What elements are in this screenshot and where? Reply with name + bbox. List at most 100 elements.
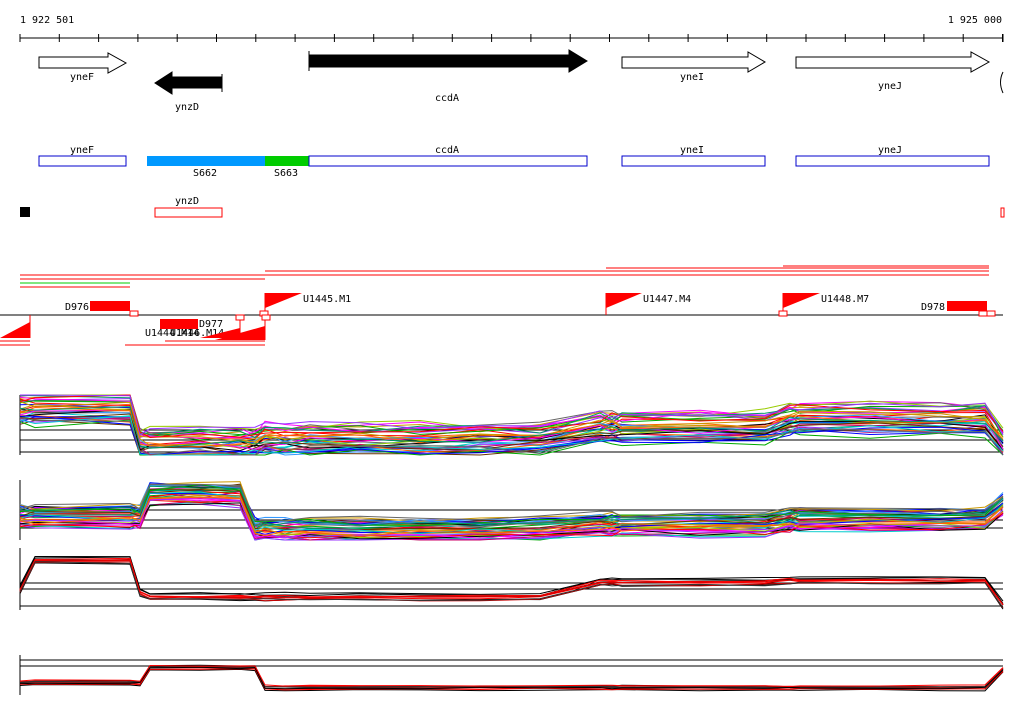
gene-arrow[interactable] — [38, 52, 128, 74]
profile-line — [19, 485, 1004, 527]
ncrna-partial-right — [1000, 207, 1005, 218]
downshift-block — [160, 319, 198, 329]
downshift-label: D977 — [199, 319, 223, 330]
track-marker — [20, 207, 30, 217]
coordinate-ruler: 1 922 501 1 925 000 — [19, 15, 1004, 42]
upshift-label: U1445.M1 — [303, 294, 351, 305]
transcript-label: yneJ — [878, 145, 902, 156]
shift-marker — [978, 310, 988, 317]
profile-line — [19, 668, 1004, 692]
downshift-label: D978 — [921, 302, 945, 313]
profile-line — [19, 561, 1004, 608]
shift-track: U1445.M1 U1447.M4 U1448.M7 D976 D978 — [0, 293, 1003, 346]
profile-line — [19, 400, 1004, 438]
upshift-U1446.M14[interactable]: U1446.M14 — [170, 328, 224, 339]
profile-line — [19, 668, 1004, 691]
profile-line — [20, 394, 1004, 432]
gene-arrow[interactable] — [308, 49, 588, 73]
gene-ccdA[interactable]: ccdA — [308, 49, 588, 104]
gene-yneF[interactable]: yneF — [38, 52, 128, 83]
profile-line — [20, 394, 1004, 436]
profile-line — [19, 483, 1004, 526]
flag — [0, 322, 30, 338]
gene-ynzD[interactable]: ynzD — [154, 71, 223, 113]
shift-marker — [129, 310, 139, 317]
upshift-U1448.M7[interactable]: U1448.M7 — [782, 293, 869, 315]
flag — [200, 328, 240, 338]
profile-line — [19, 403, 1004, 446]
gene-label: yneJ — [878, 81, 902, 92]
profile-line — [19, 406, 1004, 447]
shift-marker — [778, 310, 788, 317]
expression-panel-4 — [19, 655, 1004, 695]
profile-line — [19, 415, 1004, 456]
flag — [783, 293, 820, 308]
profile-line — [19, 562, 1004, 610]
gene-partial-right — [1000, 71, 1004, 94]
expression-panel-3 — [19, 548, 1004, 610]
flag — [606, 293, 642, 308]
gene-label: yneI — [680, 72, 704, 83]
gene-track: yneF ynzD ccdA yneI yneJ — [38, 49, 1004, 113]
profile-line — [19, 556, 1004, 604]
shift-marker — [261, 314, 271, 321]
profile-line — [19, 666, 1004, 690]
profile-line — [19, 557, 1004, 605]
profile-line — [19, 496, 1004, 537]
gene-arrow[interactable] — [154, 71, 223, 95]
expression-panel-1 — [19, 394, 1004, 456]
profile-line — [19, 561, 1004, 609]
coordinate-end-label: 1 925 000 — [948, 15, 1002, 26]
gene-yneJ[interactable]: yneJ — [795, 51, 991, 92]
gene-arrow[interactable] — [621, 51, 766, 73]
transcript-lines — [20, 265, 989, 288]
transcript-label: ccdA — [435, 145, 459, 156]
profile-line — [19, 665, 1004, 689]
segment-label: S663 — [274, 168, 298, 179]
gene-arrow[interactable] — [795, 51, 991, 73]
gene-label: yneF — [70, 72, 94, 83]
profile-line — [19, 489, 1004, 532]
downshift-D977[interactable]: D977 — [160, 319, 223, 330]
transcript-box-yneF[interactable] — [38, 155, 127, 167]
upshift-U1444.M14[interactable]: U1444.M14 — [145, 328, 199, 339]
ncrna-box-ynzD[interactable] — [154, 207, 223, 218]
downshift-D976[interactable]: D976 — [65, 301, 131, 315]
coordinate-start-label: 1 922 501 — [20, 15, 74, 26]
gene-yneI[interactable]: yneI — [621, 51, 766, 83]
downshift-label: D976 — [65, 302, 89, 313]
downshift-block — [947, 301, 987, 311]
gene-label: ynzD — [175, 102, 199, 113]
downshift-D978[interactable]: D978 — [921, 301, 988, 315]
profile-line — [19, 496, 1004, 539]
segment-label: S662 — [193, 168, 217, 179]
transcript-box-yneJ[interactable] — [795, 155, 990, 167]
profile-line — [19, 483, 1004, 522]
segment-S663[interactable] — [265, 156, 309, 166]
profile-line — [19, 498, 1004, 539]
profile-line — [19, 394, 1004, 439]
upshift-label: U1444.M14 — [145, 328, 199, 339]
flag — [265, 293, 302, 308]
profile-line — [19, 406, 1004, 449]
segment-S662[interactable] — [147, 156, 265, 166]
transcript-label: yneI — [680, 145, 704, 156]
ncrna-label: ynzD — [175, 196, 199, 207]
upshift-U1445.M1[interactable]: U1445.M1 — [264, 293, 351, 315]
profile-line — [19, 403, 1004, 449]
transcript-track: yneF S662 S663 ccdA yneI yneJ — [38, 145, 990, 179]
transcript-box-ccdA[interactable] — [308, 155, 588, 167]
transcript-box-yneI[interactable] — [621, 155, 766, 167]
downshift-block — [90, 301, 130, 311]
gene-label: ccdA — [435, 93, 459, 104]
upshift-label: U1448.M7 — [821, 294, 869, 305]
profile-line — [19, 494, 1004, 536]
profile-line — [19, 502, 1004, 540]
upshift-U1447.M4[interactable]: U1447.M4 — [605, 293, 691, 315]
shift-marker — [235, 314, 245, 321]
profile-line — [19, 484, 1004, 526]
profile-line — [19, 664, 1004, 688]
flag — [215, 326, 265, 340]
profile-line — [19, 417, 1004, 456]
